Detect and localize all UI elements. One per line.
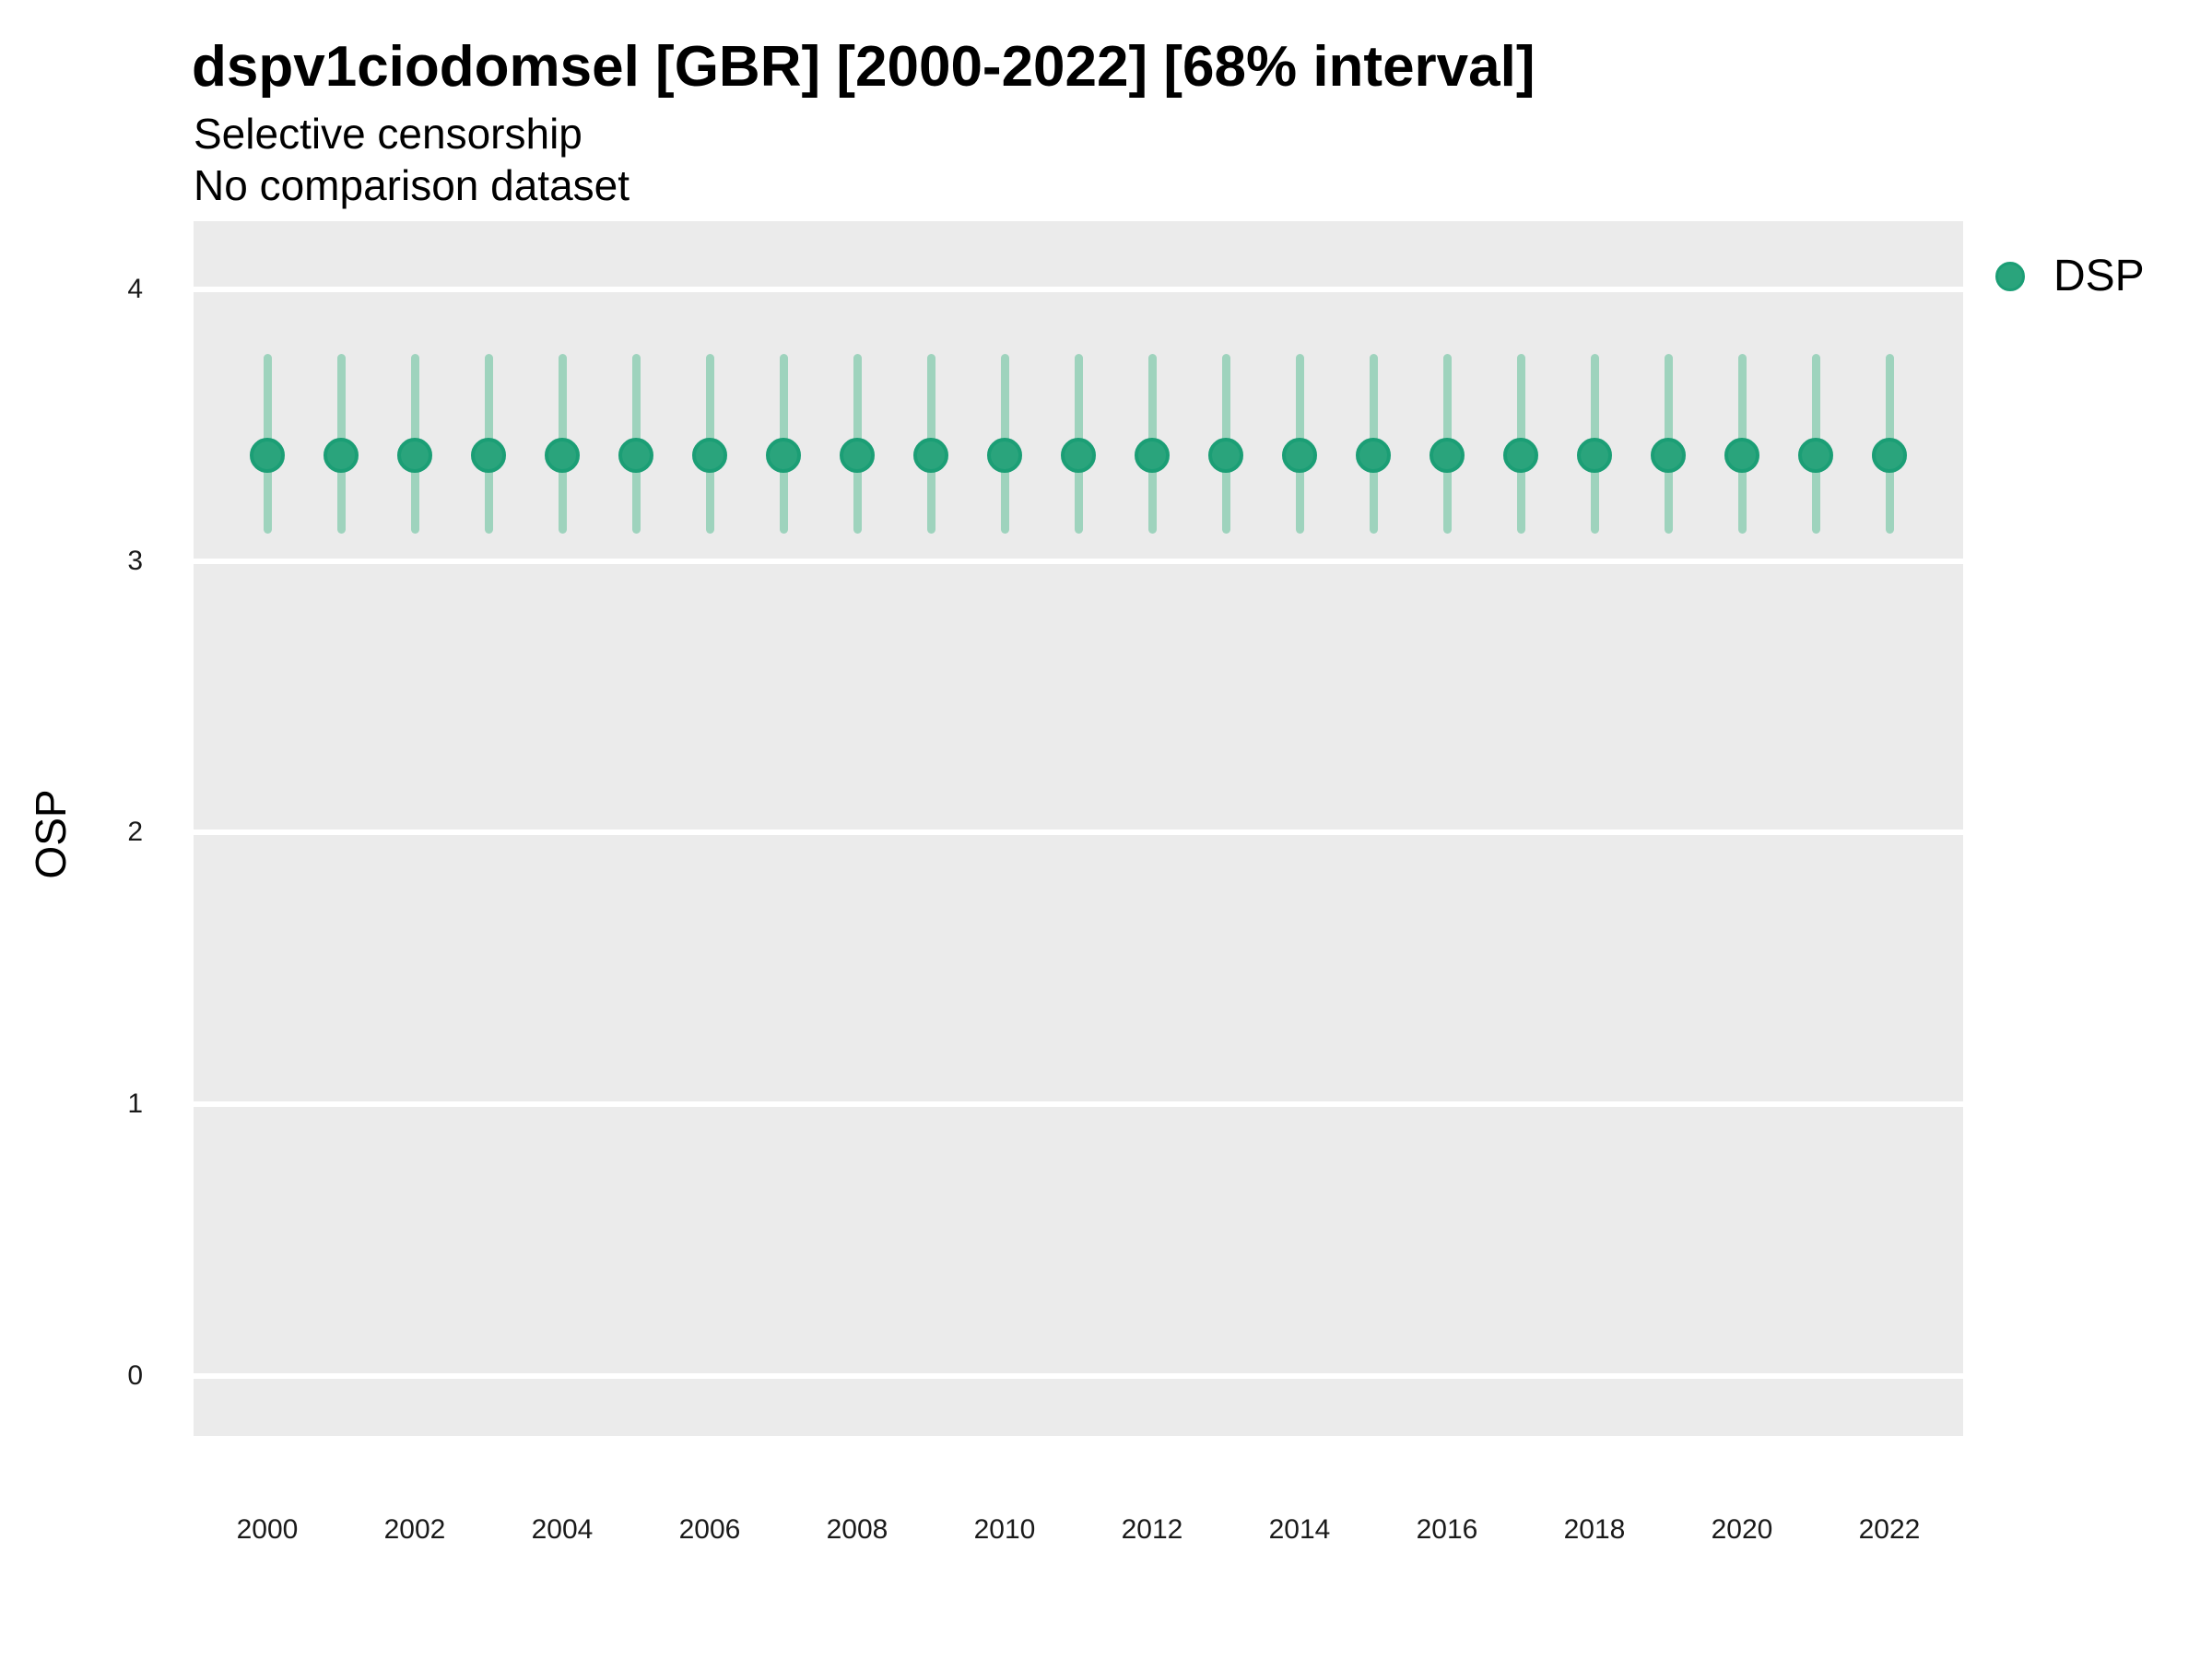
point-dot-2016 [1430,437,1465,473]
x-tick-label-2018: 2018 [1563,1514,1626,1545]
x-tick-label-2004: 2004 [531,1514,594,1545]
y-tick-label-2: 2 [127,817,143,848]
major-gridline-y1 [194,1101,1963,1108]
legend-key-dot-icon [1995,262,2025,291]
point-dot-2001 [324,437,359,473]
point-dot-2019 [1651,437,1686,473]
chart-subtitle-1: Selective censorship [194,110,582,158]
point-dot-2005 [618,437,653,473]
y-tick-label-4: 4 [127,273,143,304]
point-dot-2002 [397,437,432,473]
point-dot-2006 [692,437,727,473]
point-dot-2018 [1577,437,1612,473]
y-tick-label-3: 3 [127,545,143,576]
major-gridline-y0 [194,1373,1963,1380]
x-tick-label-2010: 2010 [973,1514,1036,1545]
point-dot-2015 [1356,437,1391,473]
point-dot-2003 [471,437,506,473]
point-dot-2017 [1503,437,1538,473]
major-gridline-y2 [194,830,1963,836]
point-dot-2009 [913,437,948,473]
point-dot-2000 [250,437,285,473]
point-dot-2010 [987,437,1022,473]
point-dot-2020 [1724,437,1759,473]
legend-label: DSP [2053,252,2145,300]
point-dot-2008 [840,437,875,473]
x-tick-label-2002: 2002 [383,1514,446,1545]
x-tick-label-2012: 2012 [1121,1514,1183,1545]
x-tick-label-2020: 2020 [1711,1514,1773,1545]
x-tick-label-2014: 2014 [1268,1514,1331,1545]
point-dot-2004 [545,437,580,473]
major-gridline-y4 [194,286,1963,292]
point-dot-2007 [766,437,801,473]
point-dot-2022 [1872,437,1907,473]
x-tick-label-2016: 2016 [1416,1514,1478,1545]
major-gridline-y3 [194,558,1963,564]
chart-subtitle-2: No comparison dataset [194,161,630,209]
point-dot-2021 [1798,437,1833,473]
x-tick-label-2000: 2000 [236,1514,299,1545]
plot-panel [194,221,1963,1436]
x-tick-label-2008: 2008 [826,1514,888,1545]
point-dot-2012 [1135,437,1170,473]
point-dot-2013 [1208,437,1243,473]
chart-title: dspv1ciodomsel [GBR] [2000-2022] [68% in… [192,35,1535,99]
y-tick-label-0: 0 [127,1360,143,1392]
point-dot-2011 [1061,437,1096,473]
x-tick-label-2022: 2022 [1858,1514,1921,1545]
y-tick-label-1: 1 [127,1088,143,1120]
point-dot-2014 [1282,437,1317,473]
x-tick-label-2006: 2006 [678,1514,741,1545]
